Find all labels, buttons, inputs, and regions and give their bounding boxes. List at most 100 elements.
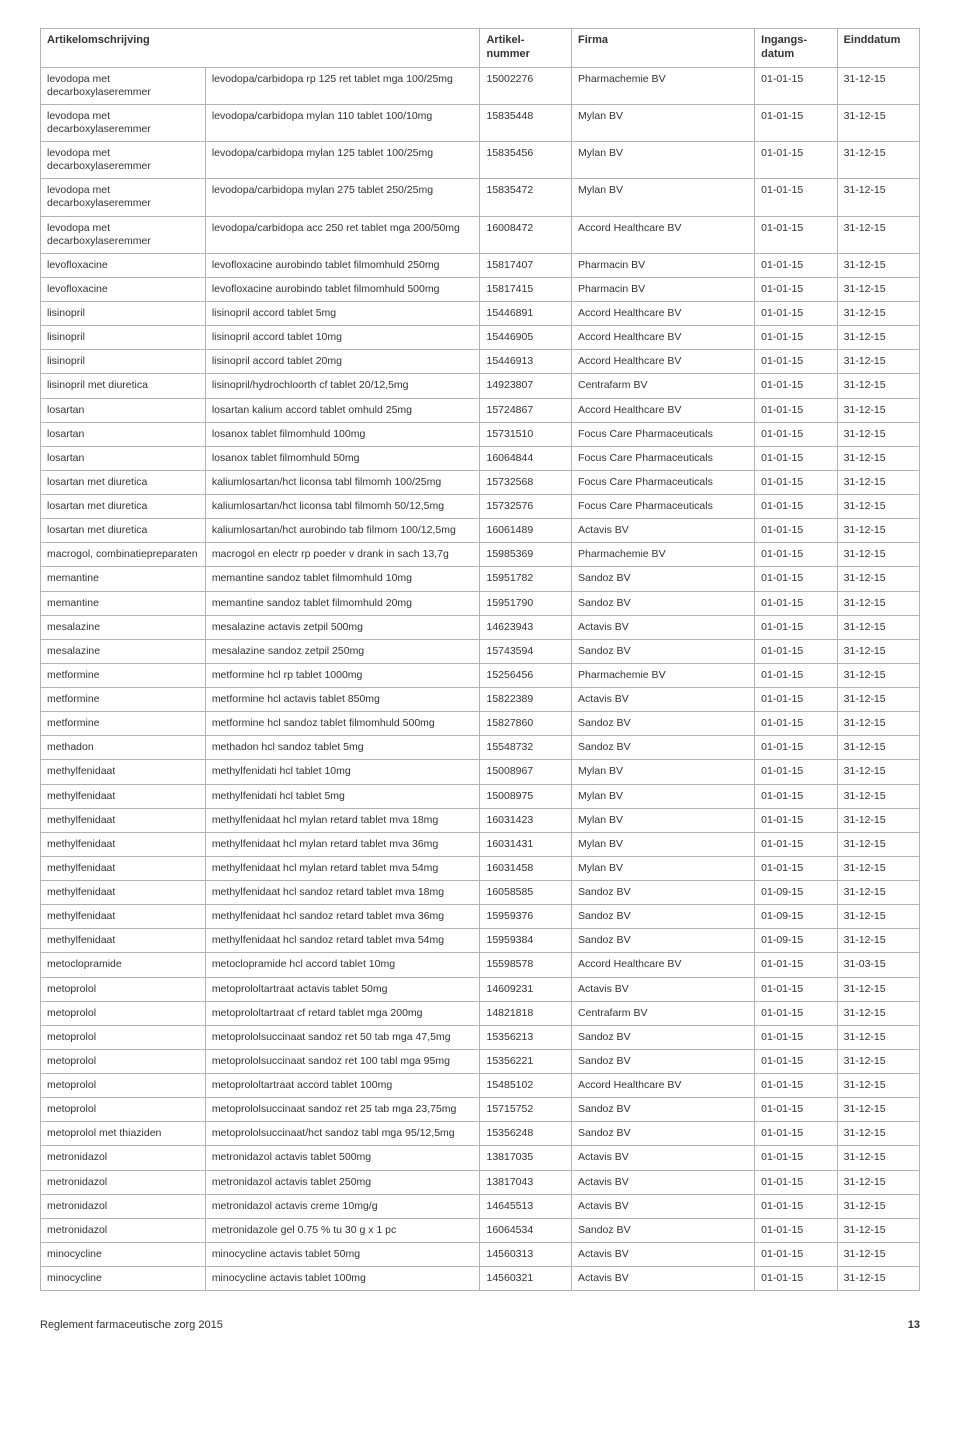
table-cell: lisinopril/hydrochloorth cf tablet 20/12…: [205, 374, 480, 398]
col-firma: Firma: [572, 29, 755, 68]
table-cell: 31-12-15: [837, 1074, 919, 1098]
table-cell: metoprololsuccinaat sandoz ret 50 tab mg…: [205, 1025, 480, 1049]
table-row: metoprololmetoprololtartraat cf retard t…: [41, 1001, 920, 1025]
table-cell: 01-01-15: [755, 1001, 837, 1025]
table-row: metronidazolmetronidazol actavis creme 1…: [41, 1194, 920, 1218]
table-cell: 01-01-15: [755, 495, 837, 519]
table-cell: 16008472: [480, 216, 572, 253]
table-cell: kaliumlosartan/hct liconsa tabl filmomh …: [205, 470, 480, 494]
table-cell: 01-01-15: [755, 350, 837, 374]
table-cell: 31-12-15: [837, 216, 919, 253]
table-cell: metoclopramide hcl accord tablet 10mg: [205, 953, 480, 977]
table-cell: metformine hcl sandoz tablet filmomhuld …: [205, 712, 480, 736]
table-body: levodopa met decarboxylaseremmerlevodopa…: [41, 67, 920, 1291]
table-cell: methadon hcl sandoz tablet 5mg: [205, 736, 480, 760]
table-cell: 14645513: [480, 1194, 572, 1218]
table-cell: Actavis BV: [572, 977, 755, 1001]
table-row: metoprololmetoprololtartraat accord tabl…: [41, 1074, 920, 1098]
table-cell: Accord Healthcare BV: [572, 350, 755, 374]
table-cell: 31-12-15: [837, 688, 919, 712]
table-row: metronidazolmetronidazol actavis tablet …: [41, 1146, 920, 1170]
table-cell: 15835456: [480, 142, 572, 179]
table-cell: 15985369: [480, 543, 572, 567]
table-cell: 31-12-15: [837, 639, 919, 663]
table-cell: methylfenidati hcl tablet 10mg: [205, 760, 480, 784]
table-cell: 31-12-15: [837, 398, 919, 422]
table-cell: Accord Healthcare BV: [572, 326, 755, 350]
table-cell: Centrafarm BV: [572, 374, 755, 398]
table-cell: metronidazol actavis creme 10mg/g: [205, 1194, 480, 1218]
table-cell: 31-12-15: [837, 808, 919, 832]
table-cell: methylfenidaat hcl sandoz retard tablet …: [205, 929, 480, 953]
table-cell: 31-12-15: [837, 67, 919, 104]
table-cell: 31-03-15: [837, 953, 919, 977]
table-row: metoprolol met thiazidenmetoprololsuccin…: [41, 1122, 920, 1146]
table-cell: 13817043: [480, 1170, 572, 1194]
table-cell: 13817035: [480, 1146, 572, 1170]
table-cell: Actavis BV: [572, 1170, 755, 1194]
table-cell: Mylan BV: [572, 784, 755, 808]
table-cell: metoprololtartraat cf retard tablet mga …: [205, 1001, 480, 1025]
table-cell: methadon: [41, 736, 206, 760]
table-cell: losartan met diuretica: [41, 470, 206, 494]
table-cell: 15835472: [480, 179, 572, 216]
table-row: losartanlosanox tablet filmomhuld 50mg16…: [41, 446, 920, 470]
table-cell: Pharmacin BV: [572, 277, 755, 301]
table-cell: 31-12-15: [837, 1267, 919, 1291]
table-cell: Focus Care Pharmaceuticals: [572, 446, 755, 470]
table-row: mesalazinemesalazine sandoz zetpil 250mg…: [41, 639, 920, 663]
table-cell: 15598578: [480, 953, 572, 977]
table-cell: 15446913: [480, 350, 572, 374]
table-row: levodopa met decarboxylaseremmerlevodopa…: [41, 104, 920, 141]
table-cell: Sandoz BV: [572, 736, 755, 760]
table-cell: 31-12-15: [837, 1242, 919, 1266]
table-cell: methylfenidaat: [41, 905, 206, 929]
table-cell: metoprololsuccinaat sandoz ret 100 tabl …: [205, 1049, 480, 1073]
table-row: lisinopril met diureticalisinopril/hydro…: [41, 374, 920, 398]
table-cell: levodopa met decarboxylaseremmer: [41, 142, 206, 179]
table-cell: levofloxacine: [41, 277, 206, 301]
table-cell: 14609231: [480, 977, 572, 1001]
table-cell: 16058585: [480, 881, 572, 905]
footer-page-number: 13: [908, 1319, 920, 1331]
table-row: losartan met diureticakaliumlosartan/hct…: [41, 470, 920, 494]
table-cell: methylfenidaat hcl sandoz retard tablet …: [205, 881, 480, 905]
table-cell: 01-01-15: [755, 1122, 837, 1146]
table-cell: 31-12-15: [837, 663, 919, 687]
table-cell: metoprolol: [41, 1001, 206, 1025]
table-row: metoprololmetoprololsuccinaat sandoz ret…: [41, 1098, 920, 1122]
table-cell: minocycline: [41, 1267, 206, 1291]
table-cell: methylfenidati hcl tablet 5mg: [205, 784, 480, 808]
table-cell: Mylan BV: [572, 832, 755, 856]
table-cell: metronidazole gel 0.75 % tu 30 g x 1 pc: [205, 1218, 480, 1242]
table-row: methylfenidaatmethylfenidaat hcl sandoz …: [41, 881, 920, 905]
table-cell: methylfenidaat hcl mylan retard tablet m…: [205, 808, 480, 832]
table-cell: 15008967: [480, 760, 572, 784]
table-cell: 01-01-15: [755, 104, 837, 141]
table-row: levofloxacinelevofloxacine aurobindo tab…: [41, 277, 920, 301]
table-cell: 01-01-15: [755, 1170, 837, 1194]
table-cell: Actavis BV: [572, 688, 755, 712]
table-cell: 15817407: [480, 253, 572, 277]
table-cell: Focus Care Pharmaceuticals: [572, 422, 755, 446]
table-cell: 15732568: [480, 470, 572, 494]
table-cell: 01-01-15: [755, 1049, 837, 1073]
table-cell: 14560321: [480, 1267, 572, 1291]
footer-title: Reglement farmaceutische zorg 2015: [40, 1319, 223, 1331]
table-cell: Centrafarm BV: [572, 1001, 755, 1025]
table-row: metronidazolmetronidazol actavis tablet …: [41, 1170, 920, 1194]
table-cell: minocycline actavis tablet 100mg: [205, 1267, 480, 1291]
col-einddatum: Einddatum: [837, 29, 919, 68]
table-cell: 01-01-15: [755, 1242, 837, 1266]
table-cell: 01-01-15: [755, 1218, 837, 1242]
table-cell: 15356221: [480, 1049, 572, 1073]
table-row: lisinoprillisinopril accord tablet 10mg1…: [41, 326, 920, 350]
table-cell: 14560313: [480, 1242, 572, 1266]
table-cell: metronidazol: [41, 1146, 206, 1170]
table-cell: 01-09-15: [755, 905, 837, 929]
table-cell: Actavis BV: [572, 519, 755, 543]
table-row: lisinoprillisinopril accord tablet 5mg15…: [41, 302, 920, 326]
table-cell: 01-01-15: [755, 142, 837, 179]
table-cell: losartan: [41, 398, 206, 422]
table-cell: Mylan BV: [572, 856, 755, 880]
